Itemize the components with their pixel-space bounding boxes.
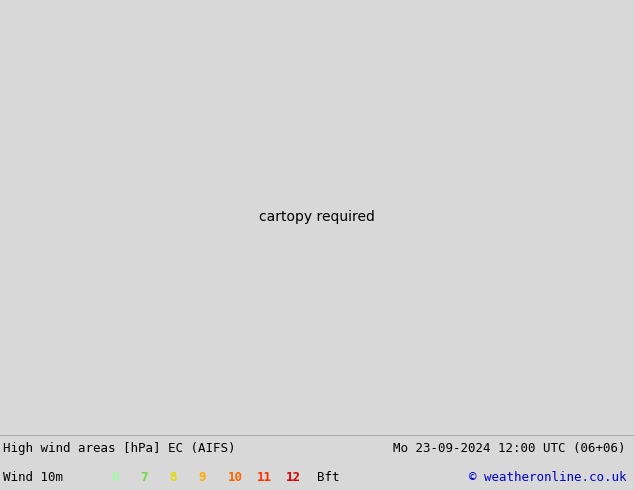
Text: 12: 12 bbox=[286, 471, 301, 484]
Text: Mo 23-09-2024 12:00 UTC (06+06): Mo 23-09-2024 12:00 UTC (06+06) bbox=[393, 442, 626, 455]
Text: 7: 7 bbox=[140, 471, 148, 484]
Text: 11: 11 bbox=[257, 471, 272, 484]
Text: Bft: Bft bbox=[317, 471, 339, 484]
Text: 6: 6 bbox=[111, 471, 119, 484]
Text: High wind areas [hPa] EC (AIFS): High wind areas [hPa] EC (AIFS) bbox=[3, 442, 236, 455]
Text: cartopy required: cartopy required bbox=[259, 210, 375, 224]
Text: 9: 9 bbox=[198, 471, 206, 484]
Text: 10: 10 bbox=[228, 471, 243, 484]
Text: © weatheronline.co.uk: © weatheronline.co.uk bbox=[469, 471, 626, 484]
Text: Wind 10m: Wind 10m bbox=[3, 471, 63, 484]
Text: 8: 8 bbox=[169, 471, 177, 484]
